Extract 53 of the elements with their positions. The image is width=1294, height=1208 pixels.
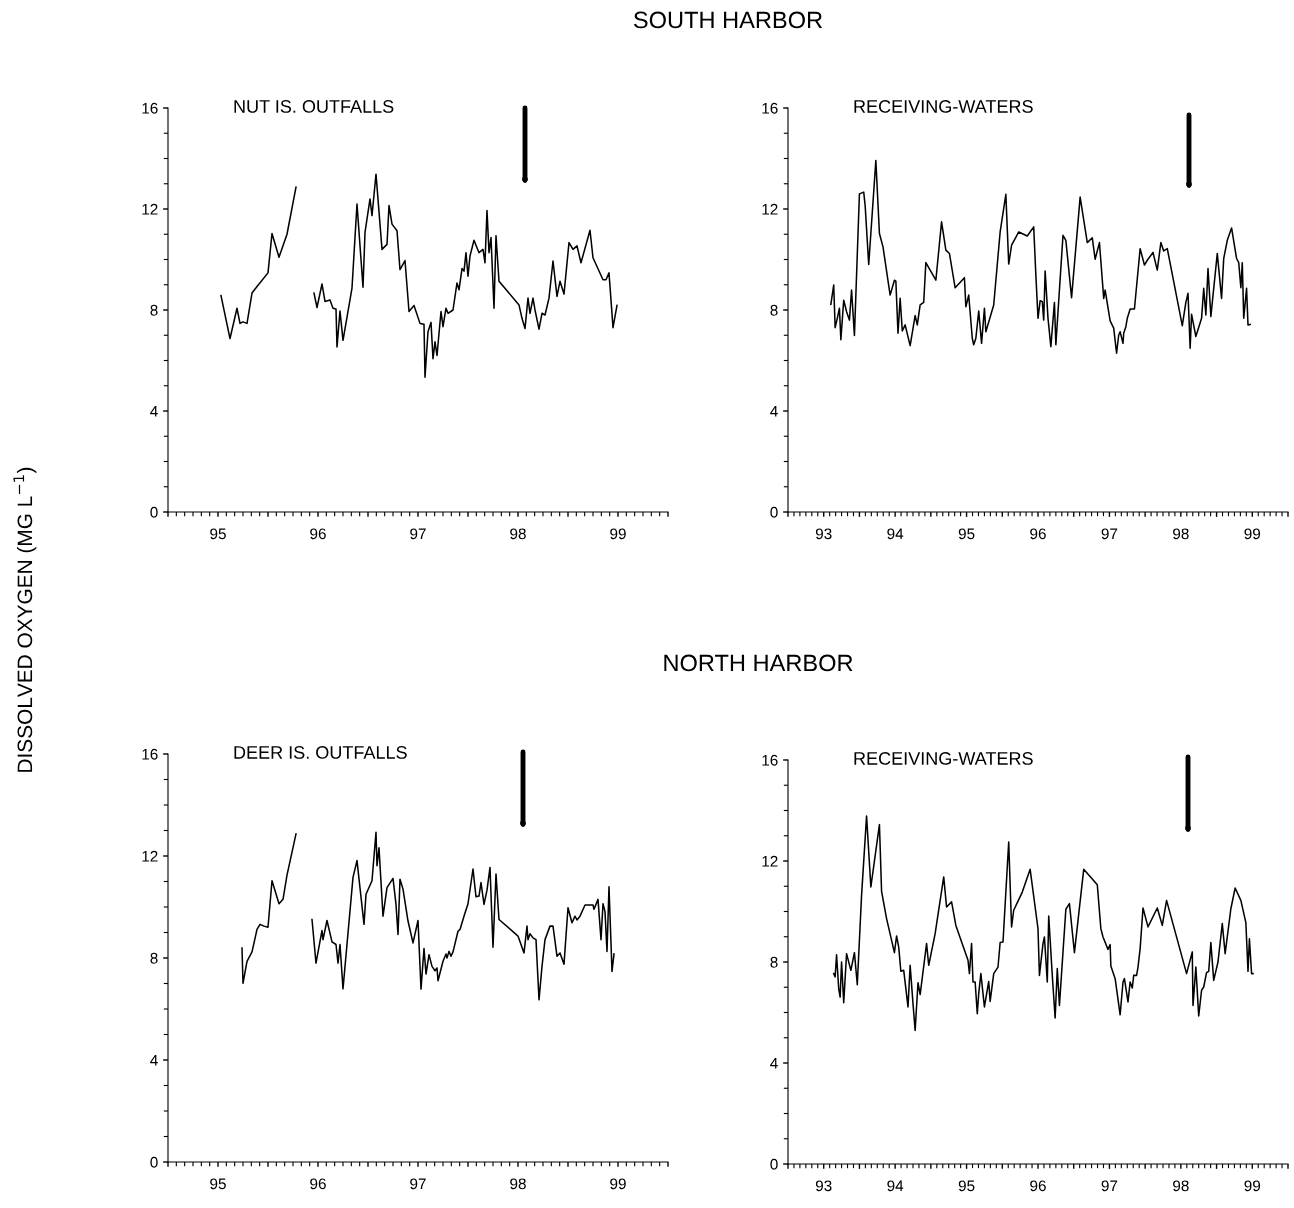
y-tick-label: 16 xyxy=(762,102,778,114)
line-series xyxy=(830,159,1251,354)
y-tick-label: 8 xyxy=(770,304,778,316)
x-tick-label: 94 xyxy=(887,528,904,540)
x-tick-label: 98 xyxy=(510,1178,526,1190)
chart-subtitle: RECEIVING-WATERS xyxy=(854,100,1033,113)
x-tick-label: 95 xyxy=(958,1180,975,1192)
x-tick-label: 97 xyxy=(1101,528,1118,540)
y-tick-label: 0 xyxy=(770,1158,778,1170)
x-tick-label: 93 xyxy=(815,528,832,540)
x-tick-label: 98 xyxy=(510,528,526,540)
y-tick-label: 0 xyxy=(770,506,778,518)
x-tick-label: 97 xyxy=(1101,1180,1118,1192)
x-tick-label: 95 xyxy=(210,1178,226,1190)
y-tick-label: 12 xyxy=(762,203,778,215)
chart-subtitle: RECEIVING-WATERS xyxy=(854,752,1033,765)
x-tick-label: 99 xyxy=(1244,1180,1261,1192)
line-series xyxy=(832,815,1254,1032)
x-tick-label: 96 xyxy=(310,1178,326,1190)
x-tick-label: 94 xyxy=(887,1180,904,1192)
y-axis-title: DISSOLVED OXYGEN (MG L$^{−1}$) xyxy=(13,467,37,772)
y-tick-label: 8 xyxy=(150,952,158,964)
y-tick-label: 8 xyxy=(770,956,778,968)
y-tick-label: 16 xyxy=(762,754,778,766)
x-tick-label: 95 xyxy=(210,528,226,540)
x-tick-label: 97 xyxy=(410,528,426,540)
x-tick-label: 97 xyxy=(410,1178,426,1190)
x-tick-label: 99 xyxy=(1244,528,1261,540)
y-tick-label: 8 xyxy=(150,304,158,316)
y-tick-label: 16 xyxy=(142,102,158,114)
text: NORTH HARBOR xyxy=(664,654,853,672)
y-tick-label: 0 xyxy=(150,1156,158,1168)
y-tick-label: 4 xyxy=(150,1055,158,1066)
y-tick-label: 0 xyxy=(150,506,158,518)
x-tick-label: 96 xyxy=(1030,1180,1046,1192)
y-tick-label: 12 xyxy=(142,850,158,862)
text: SOUTH HARBOR xyxy=(633,11,823,29)
x-tick-label: 96 xyxy=(310,528,326,540)
y-tick-label: 12 xyxy=(762,855,778,867)
y-tick-label: 12 xyxy=(142,203,158,215)
x-tick-label: 93 xyxy=(815,1180,832,1192)
chart-subtitle: NUT IS. OUTFALLS xyxy=(234,100,394,113)
x-tick-label: 98 xyxy=(1173,528,1189,540)
y-tick-label: 4 xyxy=(770,1058,778,1069)
x-tick-label: 99 xyxy=(610,1178,626,1190)
y-tick-label: 4 xyxy=(770,406,778,417)
y-tick-label: 16 xyxy=(142,748,158,760)
x-tick-label: 98 xyxy=(1173,1180,1189,1192)
x-tick-label: 95 xyxy=(958,528,975,540)
y-tick-label: 4 xyxy=(150,406,158,417)
x-tick-label: 96 xyxy=(1030,528,1046,540)
x-tick-label: 99 xyxy=(610,528,626,540)
chart-subtitle: DEER IS. OUTFALLS xyxy=(234,746,407,759)
